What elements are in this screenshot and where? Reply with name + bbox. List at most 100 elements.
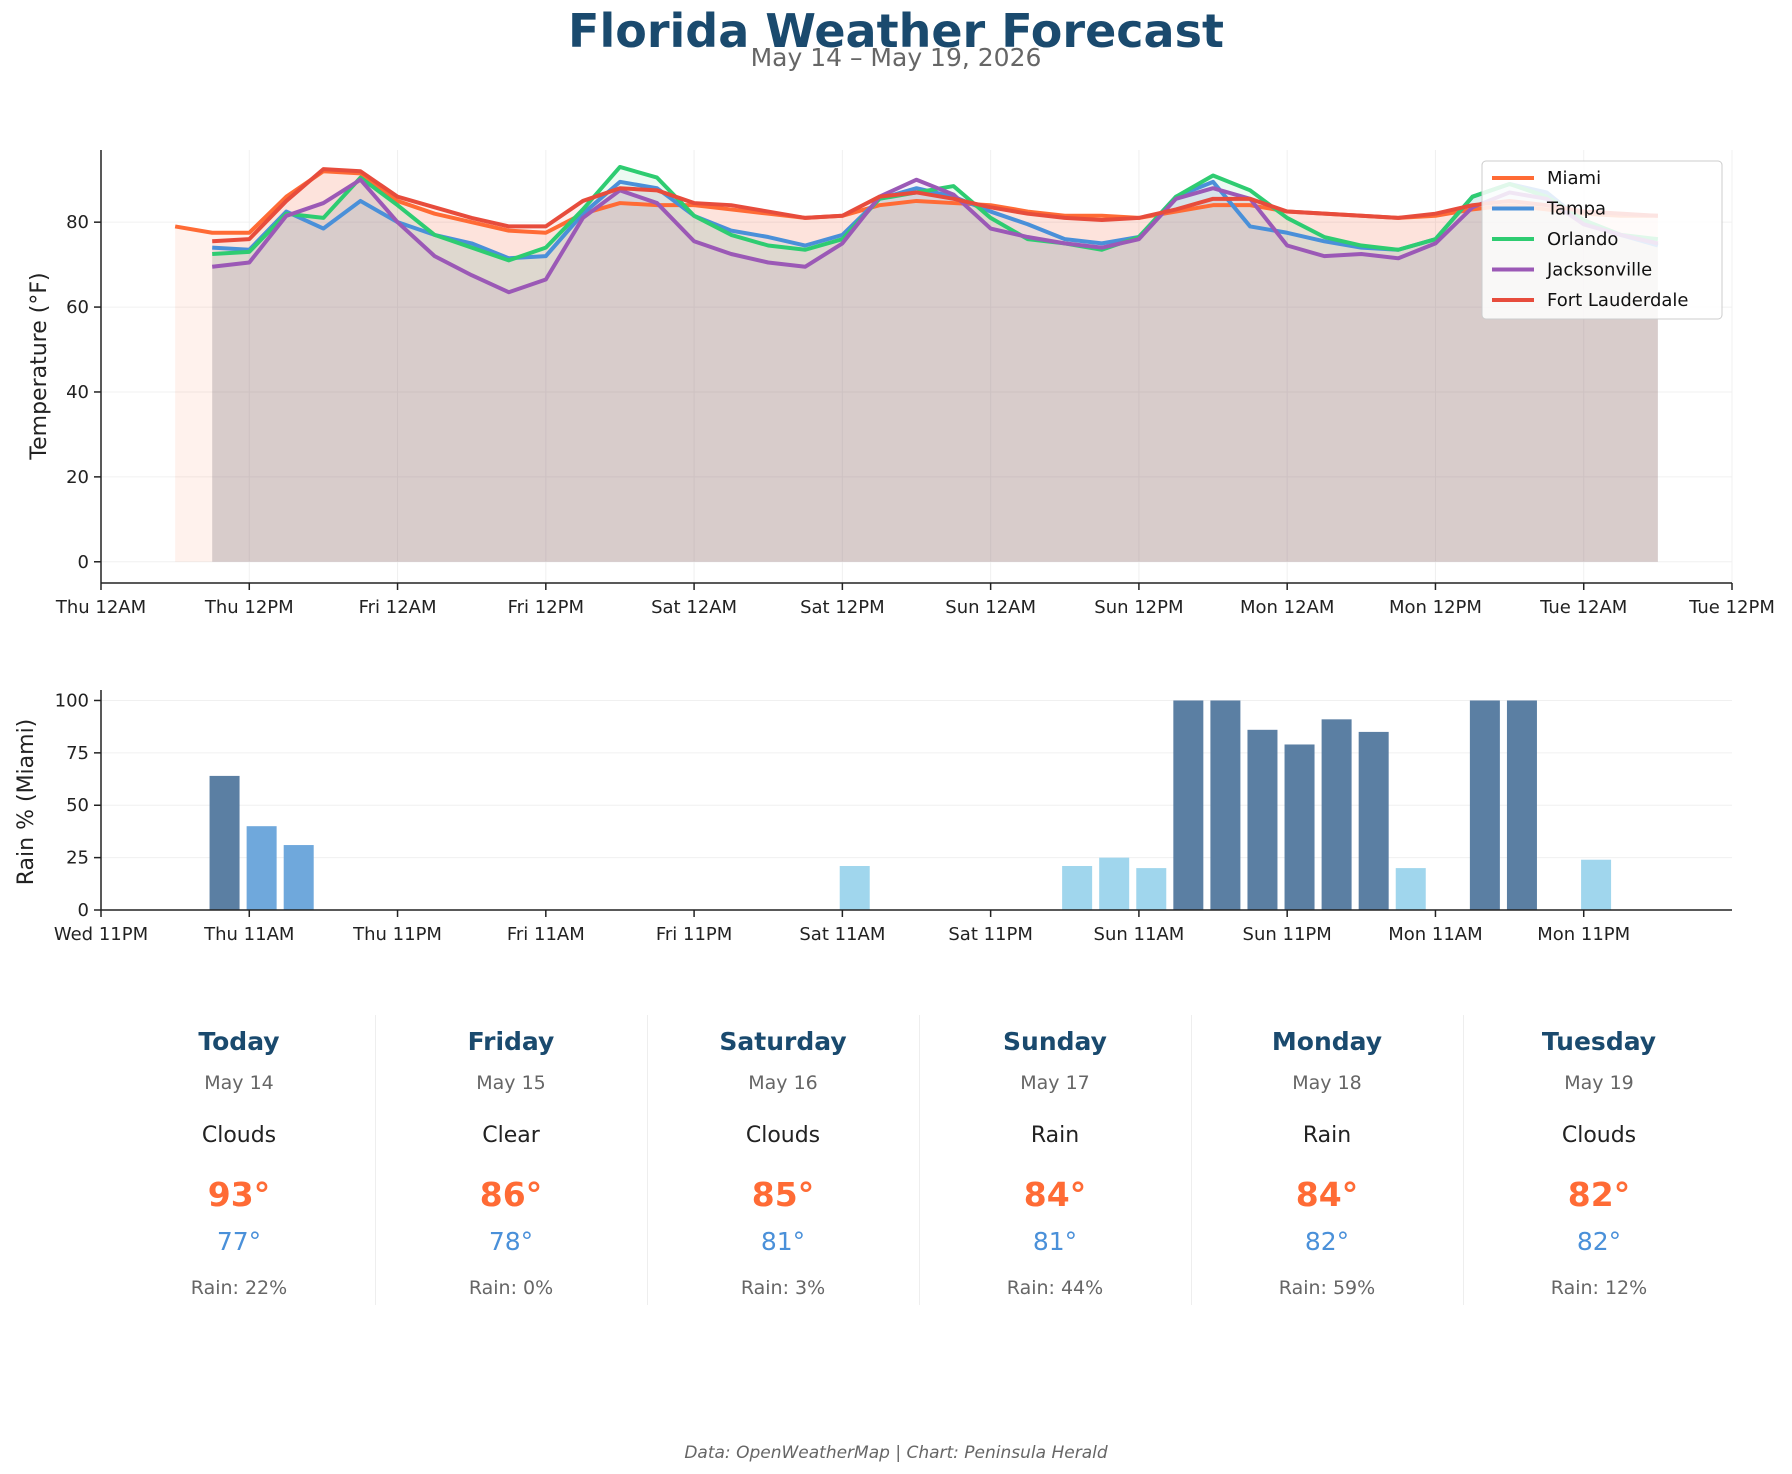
series-area	[212, 169, 1658, 562]
legend-box	[1481, 160, 1723, 320]
x-tick-label: Tue 12AM	[1539, 597, 1627, 618]
legend-label: Miami	[1547, 168, 1601, 189]
rain-bar	[1062, 866, 1093, 910]
day-name: Saturday	[719, 1027, 847, 1056]
day-date: May 19	[1564, 1072, 1634, 1094]
x-tick-label: Tue 12PM	[1688, 597, 1775, 618]
day-card: Sunday May 17 Rain 84° 81° Rain: 44%	[919, 1015, 1191, 1305]
rain-bar	[1321, 719, 1352, 910]
legend-label: Tampa	[1546, 199, 1606, 220]
series-line	[212, 167, 1658, 244]
day-low: 77°	[216, 1227, 262, 1256]
day-card: Tuesday May 19 Clouds 82° 82° Rain: 12%	[1463, 1015, 1735, 1305]
day-card: Today May 14 Clouds 93° 77° Rain: 22%	[103, 1015, 375, 1305]
day-name: Sunday	[1003, 1027, 1107, 1056]
x-tick-label: Mon 11AM	[1388, 924, 1482, 945]
day-low: 81°	[1032, 1227, 1078, 1256]
rain-chart: 0 25 50 75 100 Wed 11PM Thu 11AM Thu 11PM Fri 11…	[14, 690, 1732, 945]
x-tick-label: Mon 11PM	[1537, 924, 1630, 945]
day-name: Monday	[1271, 1027, 1383, 1056]
day-rain: Rain: 3%	[740, 1277, 826, 1299]
y-tick-label: 40	[66, 382, 89, 403]
rain-bar	[1099, 857, 1130, 910]
y-tick-label: 20	[66, 467, 89, 488]
day-low: 82°	[1576, 1227, 1622, 1256]
day-high: 82°	[1567, 1175, 1631, 1214]
x-tick-label: Fri 11PM	[656, 924, 732, 945]
x-tick-label: Sun 12AM	[945, 597, 1036, 618]
rain-bar	[1247, 729, 1278, 910]
y-tick-label: 60	[66, 297, 89, 318]
day-condition: Clouds	[201, 1123, 277, 1148]
day-date: May 16	[748, 1072, 818, 1094]
x-tick-label: Sat 12PM	[800, 597, 885, 618]
day-high: 86°	[479, 1175, 543, 1214]
day-rain: Rain: 59%	[1278, 1277, 1376, 1299]
y-axis-label: Rain % (Miami)	[14, 719, 39, 886]
rain-bar	[209, 775, 240, 910]
y-tick-label: 100	[55, 690, 89, 711]
y-tick-label: 80	[66, 212, 89, 233]
rain-bar	[1469, 700, 1500, 910]
rain-bar	[1506, 700, 1537, 910]
card-divider	[1191, 1015, 1192, 1305]
series-area	[212, 181, 1658, 562]
x-tick-label: Sat 11PM	[948, 924, 1033, 945]
rain-bar	[1358, 731, 1389, 910]
day-high: 84°	[1023, 1175, 1087, 1214]
rain-bar	[1173, 700, 1204, 910]
page-subtitle: May 14 – May 19, 2026	[750, 43, 1042, 72]
rain-bar	[839, 866, 870, 910]
rain-bar	[246, 826, 277, 910]
day-condition: Clear	[482, 1123, 540, 1148]
x-tick-label: Sat 12AM	[651, 597, 737, 618]
day-high: 84°	[1295, 1175, 1359, 1214]
rain-bar	[283, 845, 314, 910]
series-area	[212, 166, 1658, 562]
y-tick-label: 0	[78, 900, 89, 921]
day-low: 82°	[1304, 1227, 1350, 1256]
x-tick-label: Wed 11PM	[54, 924, 148, 945]
day-card: Friday May 15 Clear 86° 78° Rain: 0%	[375, 1015, 647, 1305]
day-condition: Rain	[1030, 1123, 1080, 1148]
x-tick-label: Sat 11AM	[799, 924, 885, 945]
rain-bar	[1395, 868, 1426, 910]
footer-credit: Data: OpenWeatherMap | Chart: Peninsula …	[684, 1443, 1108, 1463]
day-card: Monday May 18 Rain 84° 82° Rain: 59%	[1191, 1015, 1463, 1305]
day-high: 93°	[207, 1175, 271, 1214]
day-name: Friday	[467, 1027, 555, 1056]
y-axis-label: Temperature (°F)	[27, 272, 52, 460]
x-tick-label: Fri 12PM	[508, 597, 584, 618]
card-divider	[647, 1015, 648, 1305]
day-name: Tuesday	[1541, 1027, 1657, 1056]
series-line	[211, 177, 1659, 295]
day-high: 85°	[751, 1175, 815, 1214]
day-rain: Rain: 0%	[468, 1277, 554, 1299]
day-rain: Rain: 22%	[190, 1277, 288, 1299]
x-tick-label: Sun 11PM	[1243, 924, 1332, 945]
series-area	[212, 179, 1658, 562]
rain-bar	[1284, 744, 1315, 910]
day-condition: Rain	[1302, 1123, 1352, 1148]
x-tick-label: Thu 11AM	[203, 924, 294, 945]
day-date: May 14	[204, 1072, 274, 1094]
legend-label: Orlando	[1547, 229, 1618, 250]
x-tick-label: Thu 12PM	[204, 597, 294, 618]
day-name: Today	[198, 1027, 280, 1056]
day-rain: Rain: 12%	[1550, 1277, 1648, 1299]
card-divider	[919, 1015, 920, 1305]
x-tick-label: Fri 12AM	[359, 597, 437, 618]
day-card: Saturday May 16 Clouds 85° 81° Rain: 3%	[647, 1015, 919, 1305]
day-condition: Clouds	[745, 1123, 821, 1148]
card-divider	[375, 1015, 376, 1305]
x-tick-label: Sun 11AM	[1094, 924, 1185, 945]
y-tick-label: 50	[66, 795, 89, 816]
legend-label: Jacksonville	[1546, 260, 1652, 281]
day-date: May 18	[1292, 1072, 1362, 1094]
x-tick-label: Mon 12AM	[1240, 597, 1334, 618]
x-tick-label: Thu 12AM	[55, 597, 146, 618]
x-tick-label: Sun 12PM	[1094, 597, 1183, 618]
y-tick-label: 75	[66, 743, 89, 764]
day-low: 78°	[488, 1227, 534, 1256]
x-tick-label: Mon 12PM	[1389, 597, 1482, 618]
